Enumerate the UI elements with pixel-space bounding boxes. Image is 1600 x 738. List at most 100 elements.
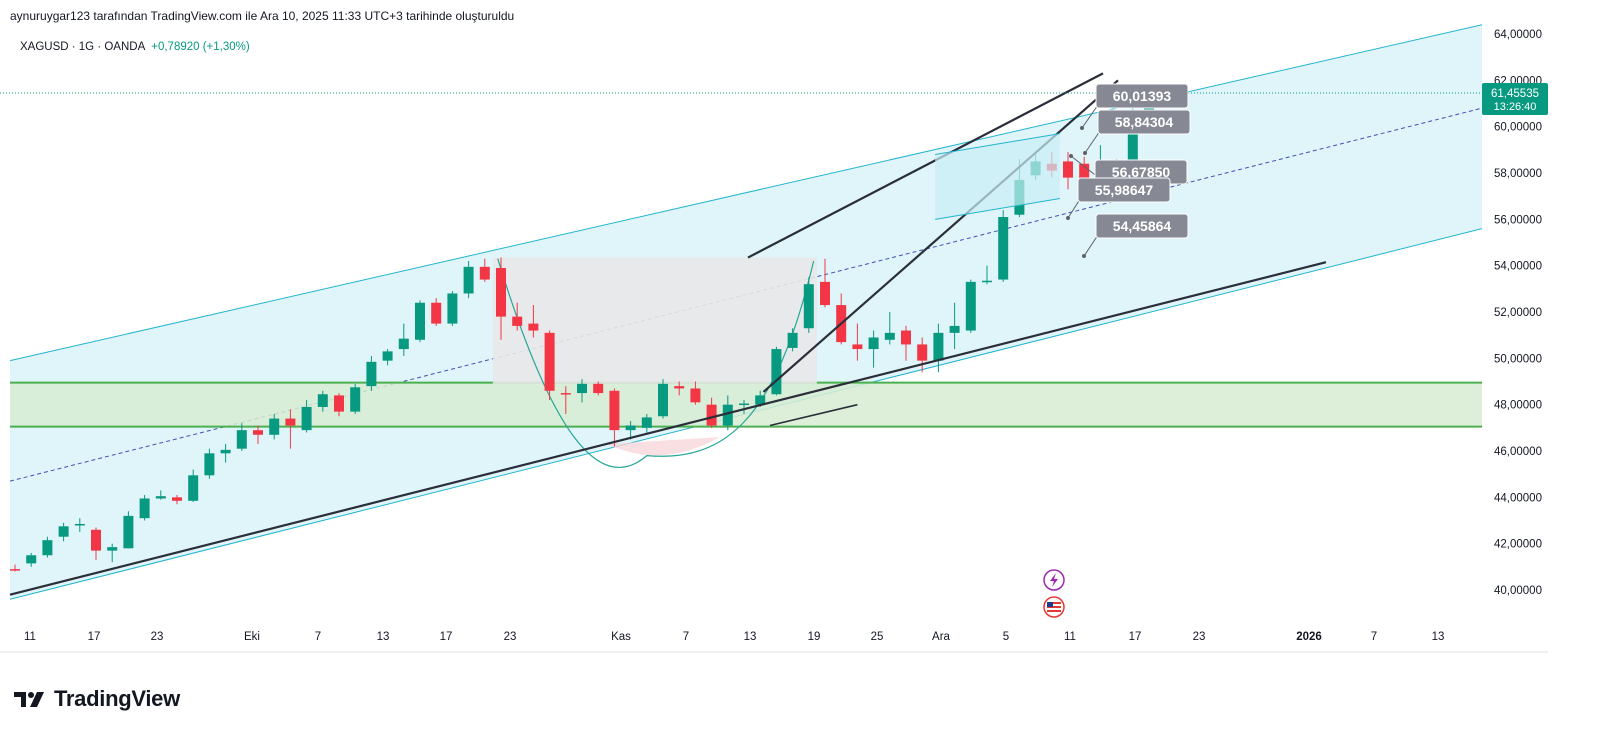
candle-body[interactable] [366, 361, 377, 387]
candle-body[interactable] [447, 293, 458, 324]
candle-body[interactable] [901, 330, 911, 345]
countdown-value: 13:26:40 [1494, 101, 1537, 113]
candle-body[interactable] [609, 390, 620, 431]
candle-body[interactable] [706, 404, 717, 426]
candle-body[interactable] [382, 351, 393, 361]
candle-body[interactable] [820, 281, 830, 306]
y-tick-label: 46,00000 [1494, 446, 1542, 458]
symbol-legend[interactable]: XAGUSD · 1G · OANDA +0,78920 (+1,30%) [20, 41, 250, 53]
candle-body[interactable] [415, 302, 425, 340]
candle-body[interactable] [625, 425, 636, 431]
y-tick-label: 60,00000 [1494, 122, 1542, 134]
tradingview-logo[interactable]: TradingView [14, 686, 180, 712]
candle-body[interactable] [739, 403, 749, 406]
candle-body[interactable] [155, 496, 166, 499]
lightning-icon [1050, 573, 1058, 587]
candle-body[interactable] [933, 332, 944, 361]
y-tick-label: 56,00000 [1494, 214, 1542, 226]
rising-wedge-lower-line[interactable] [762, 79, 1119, 393]
candle-body[interactable] [1127, 112, 1138, 167]
flag-channel-lower[interactable] [935, 197, 1060, 220]
price-label-box [1097, 109, 1191, 135]
price-label-5[interactable]: 54,45864 [1082, 213, 1189, 258]
flag-channel-upper[interactable] [935, 133, 1060, 155]
candle-body[interactable] [285, 418, 296, 426]
candle-body[interactable] [787, 332, 798, 348]
candle-body[interactable] [463, 266, 474, 294]
candle-body[interactable] [593, 383, 604, 394]
candle-body[interactable] [512, 316, 523, 326]
candle-body[interactable] [949, 325, 960, 333]
candle-body[interactable] [722, 404, 733, 426]
candle-body[interactable] [350, 387, 361, 412]
candle-body[interactable] [334, 395, 344, 412]
candle-body[interactable] [868, 337, 879, 350]
price-label-4[interactable]: 55,98647 [1066, 177, 1171, 220]
candle-body[interactable] [528, 323, 539, 331]
candle-body[interactable] [172, 497, 182, 501]
candle-body[interactable] [1063, 161, 1073, 178]
candle-body[interactable] [852, 344, 863, 350]
candle-body[interactable] [107, 547, 118, 551]
trendlines [0, 72, 1482, 596]
rising-wedge-upper-line[interactable] [747, 72, 1104, 259]
candle-body[interactable] [690, 388, 701, 403]
long-support-trendline[interactable] [9, 261, 1327, 596]
candle-body[interactable] [560, 393, 571, 395]
us-flag-canton [1047, 602, 1053, 607]
candle-body[interactable] [74, 523, 85, 526]
x-tick-label: 5 [1003, 631, 1009, 643]
candle-body[interactable] [398, 338, 409, 350]
event-icons [1043, 569, 1065, 618]
candle-body[interactable] [431, 302, 442, 324]
y-tick-label: 64,00000 [1494, 29, 1542, 41]
candle-body[interactable] [123, 515, 134, 549]
candle-body[interactable] [658, 383, 668, 417]
candle-body[interactable] [674, 386, 685, 389]
candle-body[interactable] [236, 430, 247, 449]
candle-body[interactable] [771, 349, 782, 395]
price-change: +0,78920 (+1,30%) [151, 41, 250, 53]
candle-body[interactable] [496, 267, 506, 317]
candle-body[interactable] [998, 217, 1009, 280]
price-label-box [1077, 177, 1171, 203]
candle-body[interactable] [26, 555, 37, 564]
price-label-anchor [1069, 154, 1073, 158]
candle-body[interactable] [982, 280, 992, 283]
current-price-tag[interactable] [1482, 82, 1548, 115]
x-tick-label: 2026 [1296, 631, 1322, 643]
candle-body[interactable] [317, 394, 328, 407]
candle-body[interactable] [42, 540, 53, 556]
candle-body[interactable] [917, 344, 928, 361]
candle-body[interactable] [884, 332, 895, 340]
candle-body[interactable] [204, 453, 215, 476]
x-tick-label: 23 [504, 631, 517, 643]
x-tick-label: 17 [440, 631, 453, 643]
candle-body[interactable] [577, 383, 587, 394]
candle-body[interactable] [58, 526, 69, 537]
price-label-1[interactable]: 60,01393 [1080, 83, 1189, 130]
candle-body[interactable] [544, 332, 555, 391]
candle-body[interactable] [479, 266, 490, 280]
candle-body[interactable] [301, 406, 312, 431]
x-tick-label: Ara [932, 631, 951, 643]
candle-body[interactable] [803, 284, 814, 329]
candle-body[interactable] [220, 449, 231, 454]
candle-body[interactable] [188, 475, 199, 501]
candle-body[interactable] [965, 281, 976, 331]
short-support-trendline[interactable] [769, 403, 858, 427]
channel-upper-line[interactable] [9, 24, 1482, 362]
us-flag-event-icon[interactable] [1043, 596, 1065, 618]
candle-body[interactable] [755, 395, 766, 405]
price-label-text: 54,45864 [1113, 218, 1172, 234]
candle-body[interactable] [10, 569, 20, 571]
candle-body[interactable] [253, 430, 263, 435]
lightning-event-icon[interactable] [1043, 569, 1065, 591]
candle-body[interactable] [91, 529, 101, 551]
price-label-2[interactable]: 58,84304 [1083, 109, 1191, 155]
candle-body[interactable] [139, 498, 150, 519]
candle-body[interactable] [641, 417, 652, 428]
candle-body[interactable] [269, 418, 280, 435]
